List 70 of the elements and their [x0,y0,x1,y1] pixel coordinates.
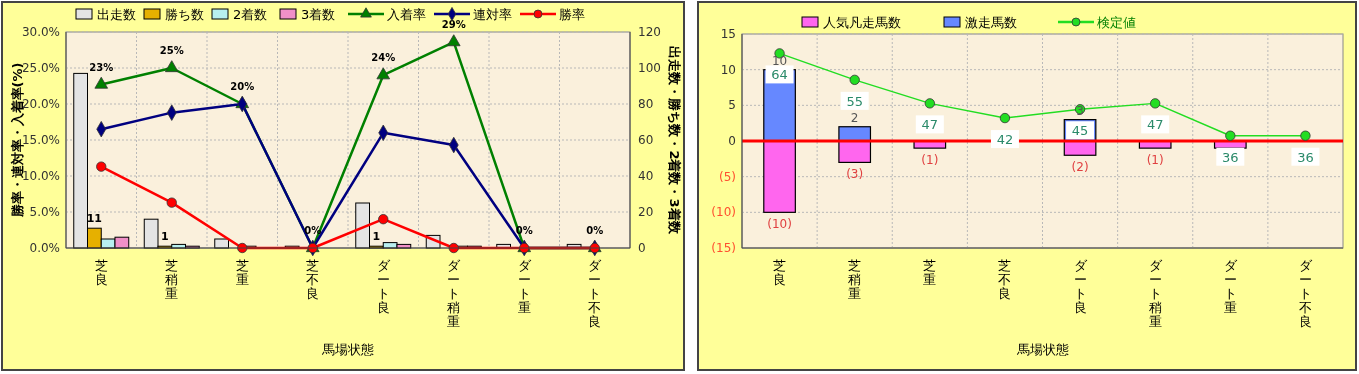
data-label: 1 [372,230,381,244]
y2-tick-label: 20 [638,205,654,219]
y-tick-label: 5 [728,98,736,113]
x-tick-label: ダート不良 [588,258,603,329]
data-label: (10) [767,217,792,232]
y-tick-label: 0.0% [29,241,60,255]
x-tick-label: ダート不良 [1298,258,1313,329]
data-label: 0% [586,225,604,236]
data-label: 42 [996,132,1014,148]
x-tick-label: 芝良 [773,258,787,287]
y-tick-label: (10) [711,205,736,220]
data-label: 24% [371,52,396,64]
data-label: 55 [846,93,863,109]
y2-tick-label: 0 [638,241,646,255]
x-tick-label: 芝良 [94,258,108,287]
data-label: 47 [921,117,939,133]
y-tick-label: 0 [728,134,736,148]
legend-label: 激走馬数 [965,15,1017,30]
data-label: 64 [771,67,788,83]
y2-axis-title: 出走数・勝ち数・2着数・3着数 [667,46,682,235]
x-tick-label: 芝重 [235,258,249,287]
x-axis-title: 馬場状態 [1015,342,1069,357]
data-label: 29% [441,19,466,31]
y2-tick-label: 120 [638,25,661,39]
data-label: 20% [230,81,255,92]
legend-label: 勝ち数 [165,7,204,22]
x-tick-label: ダート良 [376,258,391,315]
data-label: 10 [771,53,788,68]
x-tick-label: 芝重 [923,258,937,287]
y-tick-label: 5.0% [29,205,60,219]
legend-label: 2着数 [233,7,268,22]
y-tick-label: 15 [720,27,736,41]
data-label: (2) [1071,160,1089,175]
data-label: (3) [846,167,864,182]
x-tick-label: 芝不良 [306,258,320,301]
x-tick-label: 芝不良 [998,258,1012,301]
x-tick-label: ダート重 [1223,258,1238,315]
x-tick-label: ダート良 [1073,258,1088,315]
x-tick-label: 芝稍重 [165,258,179,301]
x-axis-title: 馬場状態 [321,342,374,357]
x-tick-label: ダート稍重 [1148,258,1163,329]
x-tick-label: ダート稍重 [447,258,462,329]
data-label: 1 [161,230,169,244]
data-label: 47 [1146,117,1164,133]
y-tick-label: (5) [719,169,736,184]
legend-label: 勝率 [559,7,585,22]
y-tick-label: 10 [720,62,736,77]
x-tick-label: ダート重 [517,258,532,315]
legend-label: 連対率 [473,7,512,22]
data-label: 2 [850,110,859,125]
x-tick-label: 芝稍重 [848,258,862,301]
legend-label: 入着率 [387,7,426,22]
y2-tick-label: 60 [638,133,654,147]
y-tick-label: (15) [711,241,736,255]
legend-label: 出走数 [97,7,136,22]
y-tick-label: 30.0% [21,25,60,39]
data-label: 45 [1071,123,1089,139]
y2-tick-label: 40 [638,169,654,183]
y2-tick-label: 100 [638,61,661,75]
y2-tick-label: 80 [638,97,654,111]
data-label: (1) [1146,153,1164,168]
data-label: 36 [1222,149,1239,165]
data-label: 23% [89,61,114,73]
data-label: (1) [921,153,939,168]
data-label: 36 [1297,149,1314,165]
data-label: 25% [159,45,184,56]
legend-label: 検定値 [1097,15,1136,30]
data-label: 11 [86,212,103,226]
legend-label: 人気凡走馬数 [823,15,901,30]
legend-label: 3着数 [301,7,336,22]
